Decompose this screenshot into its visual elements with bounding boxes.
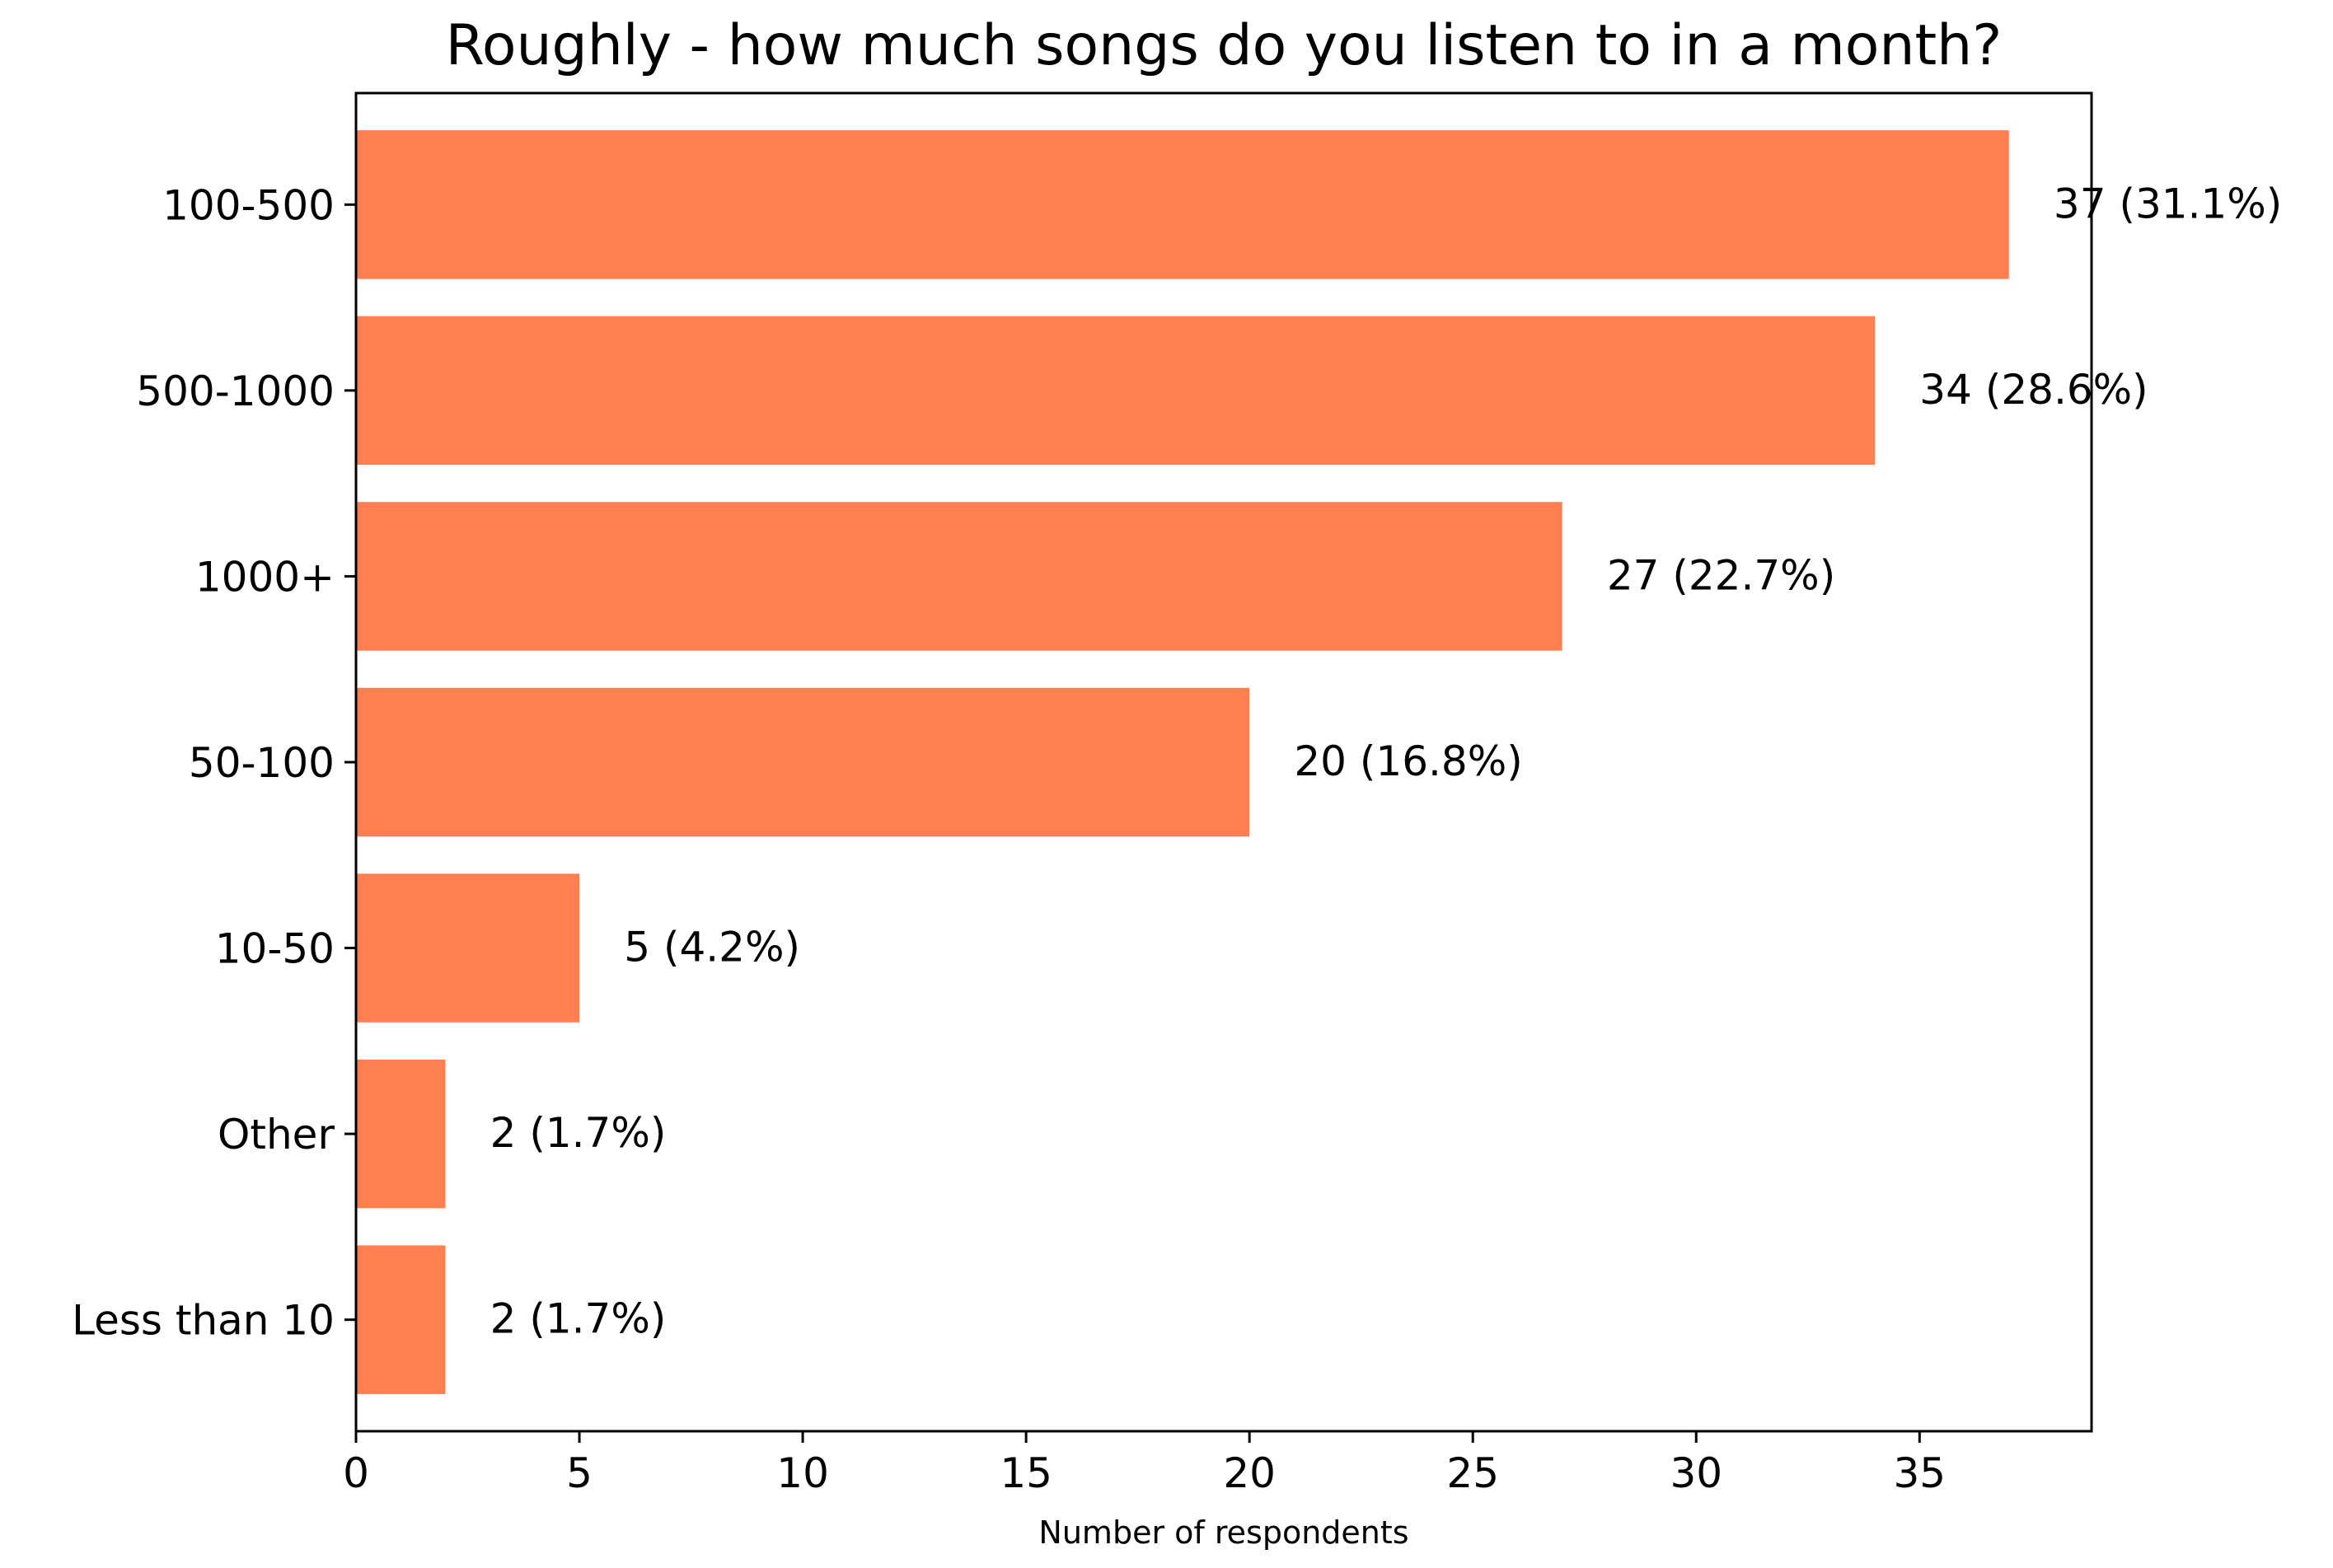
- data-label-100-500: 37 (31.1%): [2054, 180, 2282, 227]
- x-axis-label: Number of respondents: [1038, 1514, 1408, 1551]
- y-tick-label-10-50: 10-50: [215, 925, 335, 973]
- bars-group: [356, 130, 2009, 1394]
- data-label-1000: 27 (22.7%): [1607, 551, 1835, 599]
- bar-1000: [356, 502, 1562, 651]
- bar-500-1000: [356, 316, 1876, 466]
- x-tick-label-20: 20: [1223, 1449, 1276, 1497]
- bar-100-500: [356, 130, 2009, 279]
- bar-less-than-10: [356, 1245, 446, 1394]
- data-label-50-100: 20 (16.8%): [1294, 737, 1522, 785]
- y-tick-label-other: Other: [218, 1111, 335, 1158]
- bar-other: [356, 1059, 446, 1209]
- data-label-10-50: 5 (4.2%): [624, 924, 800, 971]
- data-label-500-1000: 34 (28.6%): [1919, 366, 2148, 414]
- x-tick-label-25: 25: [1446, 1449, 1499, 1497]
- plot-area-frame: [354, 91, 2093, 1433]
- x-tick-label-30: 30: [1670, 1449, 1722, 1497]
- x-tick-label-35: 35: [1893, 1449, 1946, 1497]
- y-tick-label-500-1000: 500-1000: [136, 367, 335, 415]
- data-label-other: 2 (1.7%): [490, 1109, 667, 1157]
- y-tick-label-100-500: 100-500: [162, 181, 335, 229]
- bar-10-50: [356, 873, 580, 1023]
- x-tick-label-0: 0: [343, 1449, 369, 1497]
- y-tick-label-1000: 1000+: [195, 553, 335, 601]
- y-axis: 100-500 500-1000 1000+ 50-100 10-50 Other Less…: [72, 181, 356, 1345]
- value-labels-group: 37 (31.1%) 34 (28.6%) 27 (22.7%) 20 (16.8%)…: [490, 180, 2283, 1342]
- bar-50-100: [356, 687, 1250, 837]
- data-label-less-than-10: 2 (1.7%): [490, 1295, 667, 1343]
- x-tick-label-10: 10: [776, 1449, 829, 1497]
- y-tick-label-50-100: 50-100: [189, 739, 335, 787]
- x-tick-label-15: 15: [1000, 1449, 1052, 1497]
- y-tick-label-less-than-10: Less than 10: [72, 1297, 335, 1345]
- chart-title: Roughly - how much songs do you listen t…: [446, 13, 2003, 78]
- x-tick-label-5: 5: [566, 1449, 593, 1497]
- x-axis: 0 5 10 15 20 25 30 35: [343, 1431, 1946, 1497]
